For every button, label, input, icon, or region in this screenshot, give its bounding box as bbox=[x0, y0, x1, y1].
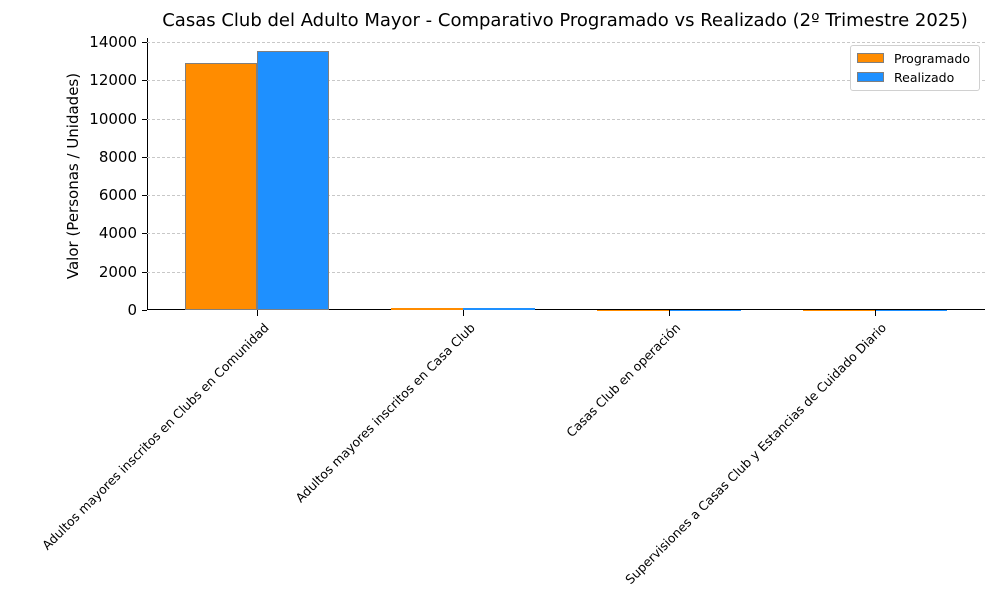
y-tick bbox=[142, 80, 147, 82]
x-tick bbox=[875, 310, 876, 316]
gridline bbox=[147, 42, 985, 43]
y-tick-label: 0 bbox=[127, 301, 137, 319]
x-tick-label: Casas Club en operación bbox=[563, 320, 684, 440]
legend-label-programado: Programado bbox=[894, 50, 970, 66]
legend-item-realizado: Realizado bbox=[857, 69, 954, 85]
y-tick-label: 6000 bbox=[98, 186, 137, 205]
x-tick-label: Supervisiones a Casas Club y Estancias d… bbox=[622, 320, 890, 587]
y-tick bbox=[142, 42, 147, 43]
bar-realizado-1 bbox=[463, 308, 535, 310]
legend-label-realizado: Realizado bbox=[894, 69, 955, 85]
gridline bbox=[147, 233, 985, 235]
y-tick bbox=[142, 233, 147, 235]
y-tick bbox=[142, 310, 147, 311]
gridline bbox=[147, 271, 985, 273]
y-tick-label: 2000 bbox=[98, 262, 137, 281]
gridline bbox=[147, 80, 985, 82]
y-tick bbox=[142, 118, 147, 120]
gridline bbox=[147, 195, 985, 197]
bar-realizado-0 bbox=[257, 51, 329, 310]
legend: Programado Realizado bbox=[850, 45, 980, 91]
x-tick bbox=[463, 310, 464, 316]
y-axis-label: Valor (Personas / Unidades) bbox=[64, 72, 82, 280]
x-axis-line bbox=[147, 309, 985, 310]
x-tick bbox=[257, 310, 258, 316]
y-tick bbox=[142, 195, 147, 197]
legend-swatch-programado bbox=[857, 53, 884, 63]
bar-programado-1 bbox=[391, 308, 463, 310]
legend-item-programado: Programado bbox=[857, 50, 970, 66]
y-axis-line bbox=[147, 38, 148, 310]
bar-programado-0 bbox=[185, 63, 257, 310]
y-tick-label: 8000 bbox=[98, 147, 137, 166]
y-tick bbox=[142, 156, 147, 158]
y-tick-label: 10000 bbox=[89, 109, 137, 128]
y-tick-label: 12000 bbox=[89, 71, 137, 90]
y-tick bbox=[142, 271, 147, 273]
plot-area: 0 2000 4000 6000 8000 10000 12000 14000 Adultos … bbox=[39, 33, 985, 587]
x-tick bbox=[669, 310, 670, 316]
x-tick-label: Adultos mayores inscritos en Clubs en Co… bbox=[39, 320, 272, 553]
gridline bbox=[147, 156, 985, 158]
chart-title: Casas Club del Adulto Mayor - Comparativ… bbox=[162, 10, 968, 31]
y-tick-label: 14000 bbox=[89, 33, 137, 51]
x-tick-label: Adultos mayores inscritos en Casa Club bbox=[292, 320, 478, 506]
gridline bbox=[147, 118, 985, 120]
legend-swatch-realizado bbox=[857, 72, 884, 82]
y-tick-label: 4000 bbox=[98, 224, 137, 243]
